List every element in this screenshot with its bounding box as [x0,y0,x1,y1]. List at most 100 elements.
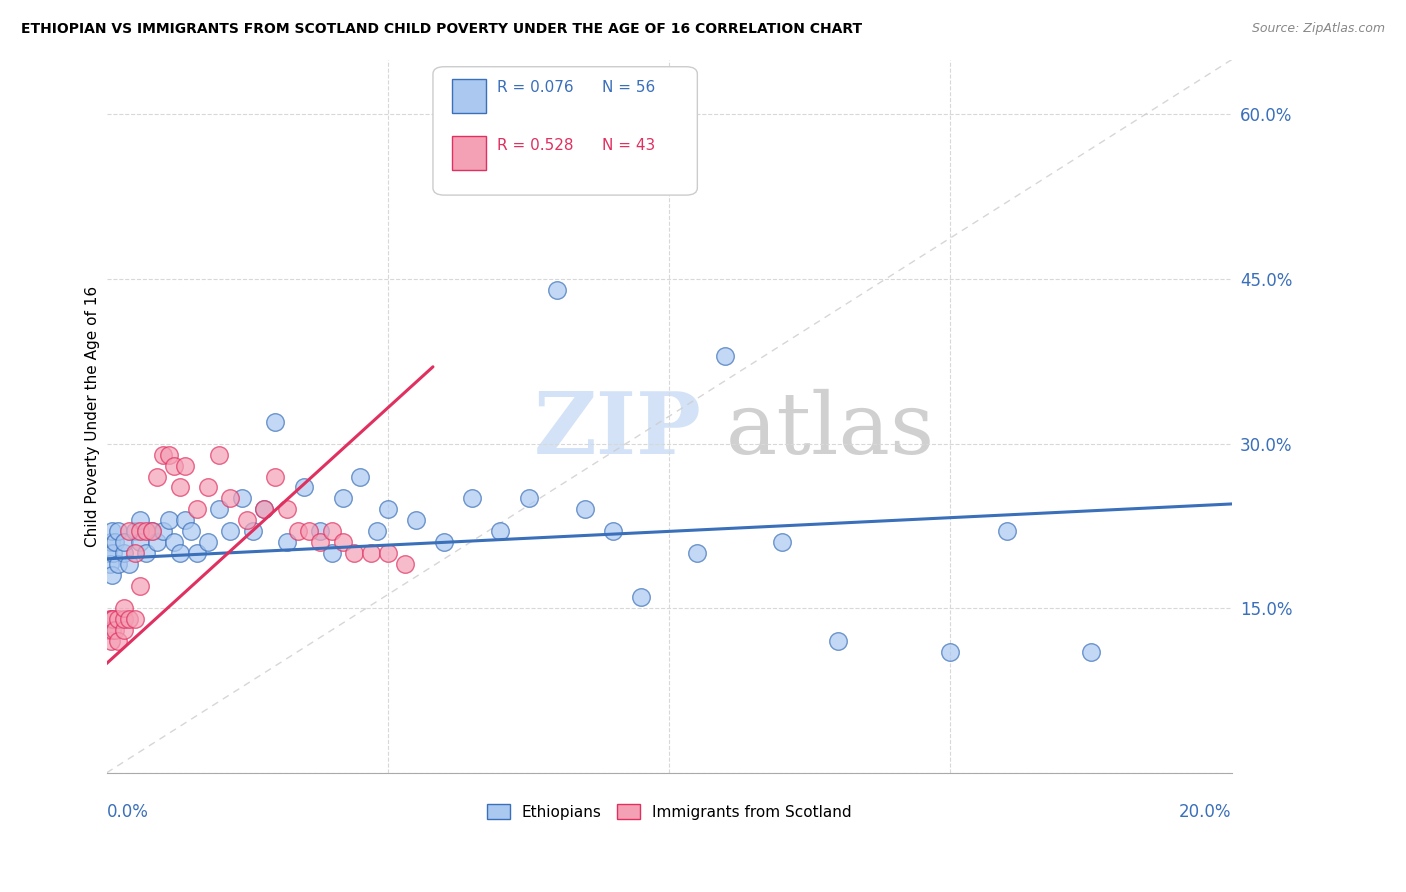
Point [630,591,652,605]
Point [332,491,354,506]
Point [197,535,219,549]
Point [602,524,624,539]
Point [253,502,276,516]
Point [394,558,416,572]
Point [141,524,163,539]
Point [264,469,287,483]
Point [118,558,141,572]
Point [714,349,737,363]
Point [236,513,259,527]
Point [118,524,141,539]
Point [112,601,135,615]
Point [1080,645,1102,659]
Point [163,535,186,549]
Point [124,524,146,539]
Point [253,502,276,516]
Point [546,283,568,297]
Text: 0.0%: 0.0% [107,804,149,822]
Point [124,546,146,560]
Point [242,524,264,539]
Point [186,546,208,560]
Point [264,415,287,429]
Point [135,546,157,560]
Point [118,612,141,626]
Point [231,491,253,506]
Point [98,558,121,572]
Text: R = 0.528: R = 0.528 [498,137,574,153]
Text: N = 43: N = 43 [602,137,655,153]
Point [169,481,191,495]
Point [219,491,242,506]
Point [219,524,242,539]
Point [827,634,849,648]
Point [129,513,152,527]
Point [276,502,298,516]
Point [405,513,427,527]
Point [104,623,127,637]
Point [377,546,399,560]
Point [174,513,197,527]
Point [169,546,191,560]
Point [163,458,186,473]
Point [292,481,315,495]
Point [180,524,202,539]
Text: N = 56: N = 56 [602,80,655,95]
Point [309,524,332,539]
Point [129,524,152,539]
Point [112,612,135,626]
Legend: Ethiopians, Immigrants from Scotland: Ethiopians, Immigrants from Scotland [481,797,858,826]
Point [433,535,456,549]
Point [309,535,332,549]
Point [366,524,388,539]
Point [107,634,129,648]
Text: ZIP: ZIP [534,388,702,473]
Point [332,535,354,549]
Point [101,612,124,626]
Point [770,535,793,549]
Text: atlas: atlas [725,389,935,472]
Point [107,612,129,626]
Point [276,535,298,549]
Point [517,491,540,506]
Point [141,524,163,539]
Point [100,634,122,648]
Point [174,458,197,473]
Point [101,524,124,539]
Point [574,502,596,516]
Text: R = 0.076: R = 0.076 [498,80,574,95]
Point [129,535,152,549]
Point [343,546,366,560]
Point [186,502,208,516]
Point [146,469,169,483]
Point [135,524,157,539]
Point [104,535,127,549]
Point [100,535,122,549]
Point [112,546,135,560]
Point [321,546,343,560]
Point [939,645,962,659]
Point [112,535,135,549]
Point [101,568,124,582]
Point [197,481,219,495]
Text: 20.0%: 20.0% [1180,804,1232,822]
Point [97,623,120,637]
Point [101,623,124,637]
Point [152,448,174,462]
Y-axis label: Child Poverty Under the Age of 16: Child Poverty Under the Age of 16 [86,285,100,547]
Point [377,502,399,516]
Point [107,558,129,572]
Point [124,612,146,626]
Point [146,535,169,549]
Point [107,524,129,539]
Text: Source: ZipAtlas.com: Source: ZipAtlas.com [1251,22,1385,36]
Point [208,448,231,462]
Point [360,546,382,560]
Point [103,546,125,560]
Point [489,524,512,539]
FancyBboxPatch shape [433,67,697,195]
Point [321,524,343,539]
Point [287,524,309,539]
Point [349,469,371,483]
FancyBboxPatch shape [453,136,486,170]
Point [686,546,709,560]
